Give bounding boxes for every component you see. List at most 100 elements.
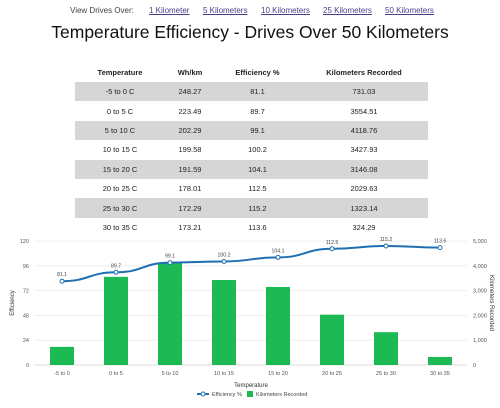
bar-km-recorded <box>374 332 398 365</box>
cell-wh-km: 202.29 <box>165 120 215 141</box>
y-tick-label-left: 0 <box>26 363 29 369</box>
cell-temperature: 10 to 15 C <box>102 145 138 155</box>
cell-temperature: 0 to 5 C <box>106 106 134 116</box>
bar-km-recorded <box>158 262 182 365</box>
column-header-km-recorded: Kilometers Recorded <box>326 67 402 77</box>
data-label-efficiency: 104.1 <box>272 248 285 254</box>
x-tick-label: 30 to 35 <box>430 371 450 377</box>
cell-temperature: 5 to 10 C <box>75 120 165 141</box>
y-axis-title-left: Efficiency <box>10 290 16 316</box>
legend-label-km-recorded: Kilometers Recorded <box>256 392 307 398</box>
data-label-efficiency: 81.1 <box>57 272 67 278</box>
cell-km-recorded: 1323.14 <box>300 198 428 218</box>
cell-wh-km: 223.49 <box>178 106 202 116</box>
table-row: 25 to 30 C 172.29 115.2 1323.14 <box>75 198 428 218</box>
cell-efficiency: 113.6 <box>248 222 267 232</box>
y-tick-label-right: 1,000 <box>473 338 487 344</box>
point-efficiency <box>383 243 389 249</box>
cell-km-recorded: 4118.76 <box>300 120 428 141</box>
x-tick-label: 5 to 10 <box>162 371 179 377</box>
x-tick-label: 10 to 15 <box>214 371 234 377</box>
data-label-efficiency: 99.1 <box>165 254 175 260</box>
bar-km-recorded <box>266 286 290 365</box>
drive-filter-label: View Drives Over: <box>70 6 134 15</box>
data-label-efficiency: 100.2 <box>218 252 231 258</box>
table-row: -5 to 0 C 248.27 81.1 731.03 <box>75 82 428 102</box>
cell-temperature: 30 to 35 C <box>102 222 138 232</box>
x-tick-label: 25 to 30 <box>376 371 396 377</box>
column-header-efficiency: Efficiency % <box>235 67 280 77</box>
cell-km-recorded: 3427.93 <box>350 145 378 155</box>
y-axis-title-right: Kilometers Recorded <box>488 275 494 331</box>
point-efficiency <box>167 260 173 266</box>
efficiency-table: Temperature Wh/km Efficiency % Kilometer… <box>75 62 428 237</box>
y-tick-label-right: 3,000 <box>473 289 487 295</box>
cell-km-recorded: 3554.51 <box>350 106 378 116</box>
point-efficiency <box>437 245 443 251</box>
x-axis-title: Temperature <box>234 383 268 389</box>
line-efficiency <box>61 244 441 283</box>
cell-wh-km: 248.27 <box>165 82 215 102</box>
cell-km-recorded: 2029.63 <box>350 184 378 194</box>
cell-temperature: 20 to 25 C <box>102 184 138 194</box>
cell-temperature: 25 to 30 C <box>75 198 165 218</box>
column-header-temperature: Temperature <box>97 67 143 77</box>
cell-efficiency: 112.5 <box>248 184 267 194</box>
x-tick-label: 0 to 5 <box>109 371 123 377</box>
y-tick-label-left: 120 <box>20 239 29 245</box>
legend-marker-efficiency <box>200 391 206 397</box>
cell-temperature: 15 to 20 C <box>75 159 165 179</box>
filter-link-10km[interactable]: 10 Kilometers <box>261 6 310 15</box>
y-tick-label-right: 0 <box>473 363 476 369</box>
y-tick-label-right: 4,000 <box>473 264 487 270</box>
table-header-row: Temperature Wh/km Efficiency % Kilometer… <box>75 62 428 82</box>
filter-link-50km[interactable]: 50 Kilometers <box>385 6 434 15</box>
cell-km-recorded: 324.29 <box>352 222 376 232</box>
cell-wh-km: 199.58 <box>178 145 202 155</box>
bar-km-recorded <box>428 356 452 365</box>
bar-km-recorded <box>104 276 128 365</box>
x-tick-label: -5 to 0 <box>54 371 70 377</box>
filter-link-25km[interactable]: 25 Kilometers <box>323 6 372 15</box>
filter-link-5km[interactable]: 5 Kilometers <box>203 6 248 15</box>
cell-efficiency: 104.1 <box>215 159 300 179</box>
data-label-efficiency: 89.7 <box>111 263 121 269</box>
cell-wh-km: 173.21 <box>178 222 202 232</box>
legend-label-efficiency: Efficiency % <box>212 392 242 398</box>
legend-swatch-km-recorded <box>247 391 253 397</box>
y-tick-label-right: 5,000 <box>473 239 487 245</box>
table-row: 0 to 5 C 223.49 89.7 3554.51 <box>75 101 428 120</box>
y-tick-label-left: 24 <box>23 338 29 344</box>
cell-efficiency: 100.2 <box>248 145 267 155</box>
y-tick-label-left: 96 <box>23 264 29 270</box>
bar-km-recorded <box>212 279 236 365</box>
point-efficiency <box>329 246 335 252</box>
point-efficiency <box>113 269 119 275</box>
y-tick-label-right: 2,000 <box>473 313 487 319</box>
efficiency-combo-chart: 0 24 48 72 96 120 0 1,000 2,000 3,000 4,000 5,000 81… <box>10 237 494 398</box>
y-tick-label-left: 48 <box>23 313 29 319</box>
table-row: 10 to 15 C 199.58 100.2 3427.93 <box>75 140 428 159</box>
cell-wh-km: 172.29 <box>165 198 215 218</box>
filter-link-1km[interactable]: 1 Kilometer <box>149 6 190 15</box>
cell-km-recorded: 3146.08 <box>300 159 428 179</box>
cell-wh-km: 191.59 <box>165 159 215 179</box>
point-efficiency <box>59 278 65 284</box>
page-title: Temperature Efficiency - Drives Over 50 … <box>51 22 449 42</box>
x-tick-label: 15 to 20 <box>268 371 288 377</box>
bar-km-recorded <box>50 346 74 365</box>
x-tick-label: 20 to 25 <box>322 371 342 377</box>
data-label-efficiency: 115.2 <box>380 237 393 243</box>
cell-temperature: -5 to 0 C <box>75 82 165 102</box>
table-row: 30 to 35 C 173.21 113.6 324.29 <box>75 218 428 237</box>
cell-km-recorded: 731.03 <box>300 82 428 102</box>
y-tick-label-left: 72 <box>23 289 29 295</box>
cell-efficiency: 99.1 <box>215 120 300 141</box>
point-efficiency <box>221 258 227 264</box>
table-row: 15 to 20 C 191.59 104.1 3146.08 <box>75 159 428 179</box>
cell-efficiency: 115.2 <box>215 198 300 218</box>
data-label-efficiency: 113.6 <box>434 239 447 245</box>
drive-filter-nav: View Drives Over: 1 Kilometer 5 Kilomete… <box>0 5 500 17</box>
cell-wh-km: 178.01 <box>178 184 202 194</box>
table-row: 20 to 25 C 178.01 112.5 2029.63 <box>75 179 428 198</box>
